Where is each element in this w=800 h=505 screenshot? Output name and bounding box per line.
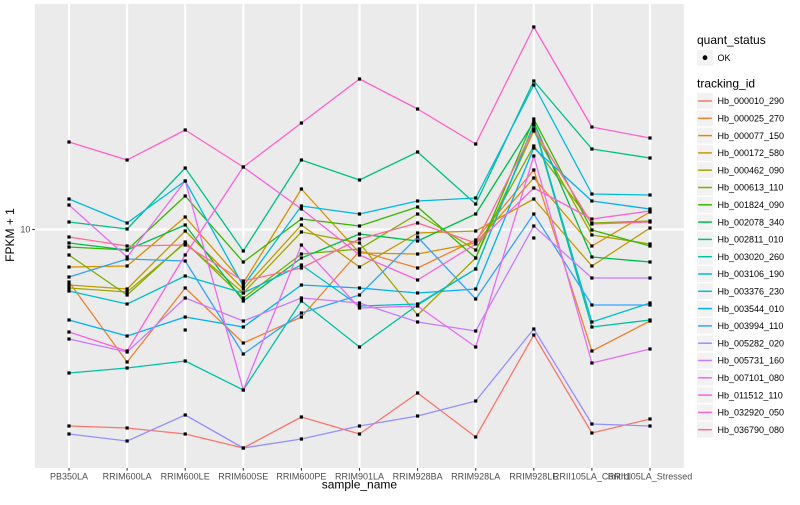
svg-text:RRIM901LA: RRIM901LA: [335, 472, 384, 482]
svg-text:Hb_003106_190: Hb_003106_190: [718, 269, 785, 279]
svg-text:RRIM600LA: RRIM600LA: [103, 472, 152, 482]
svg-text:Hb_005731_160: Hb_005731_160: [718, 356, 785, 366]
svg-text:Hb_011512_110: Hb_011512_110: [718, 390, 783, 400]
svg-text:Hb_003544_010: Hb_003544_010: [718, 304, 785, 314]
svg-text:RRIM600PE: RRIM600PE: [276, 472, 326, 482]
svg-text:Hb_003994_110: Hb_003994_110: [718, 321, 784, 331]
svg-text:Hb_003020_260: Hb_003020_260: [718, 252, 785, 262]
svg-text:FPKM + 1: FPKM + 1: [3, 208, 17, 262]
svg-text:Hb_032920_050: Hb_032920_050: [718, 408, 785, 418]
svg-text:Hb_000462_090: Hb_000462_090: [718, 165, 785, 175]
svg-text:Hb_002811_010: Hb_002811_010: [718, 235, 784, 245]
svg-text:Hb_001824_090: Hb_001824_090: [718, 200, 785, 210]
svg-text:Hb_000010_290: Hb_000010_290: [718, 96, 785, 106]
svg-text:RRII105LA_Stressed: RRII105LA_Stressed: [608, 472, 693, 482]
svg-text:RRIM928LE: RRIM928LE: [509, 472, 558, 482]
svg-text:Hb_002078_340: Hb_002078_340: [718, 217, 785, 227]
svg-text:quant_status: quant_status: [697, 33, 766, 47]
svg-text:RRIM928BA: RRIM928BA: [393, 472, 443, 482]
svg-text:Hb_005282_020: Hb_005282_020: [718, 338, 785, 348]
svg-text:RRIM600SE: RRIM600SE: [218, 472, 268, 482]
svg-text:Hb_000613_110: Hb_000613_110: [718, 183, 784, 193]
svg-text:Hb_007101_080: Hb_007101_080: [718, 373, 785, 383]
svg-text:tracking_id: tracking_id: [697, 77, 755, 91]
svg-text:Hb_000077_150: Hb_000077_150: [718, 131, 785, 141]
svg-text:PB350LA: PB350LA: [50, 472, 88, 482]
svg-text:RRII105LA_Control: RRII105LA_Control: [553, 472, 631, 482]
svg-text:10: 10: [20, 225, 30, 235]
svg-text:Hb_036790_080: Hb_036790_080: [718, 425, 785, 435]
svg-text:RRIM600LE: RRIM600LE: [161, 472, 210, 482]
svg-text:OK: OK: [718, 53, 731, 63]
svg-text:Hb_003376_230: Hb_003376_230: [718, 287, 785, 297]
svg-text:RRIM928LA: RRIM928LA: [451, 472, 500, 482]
svg-text:sample_name: sample_name: [322, 478, 398, 492]
svg-text:Hb_000025_270: Hb_000025_270: [718, 114, 785, 124]
svg-text:Hb_000172_580: Hb_000172_580: [718, 148, 785, 158]
